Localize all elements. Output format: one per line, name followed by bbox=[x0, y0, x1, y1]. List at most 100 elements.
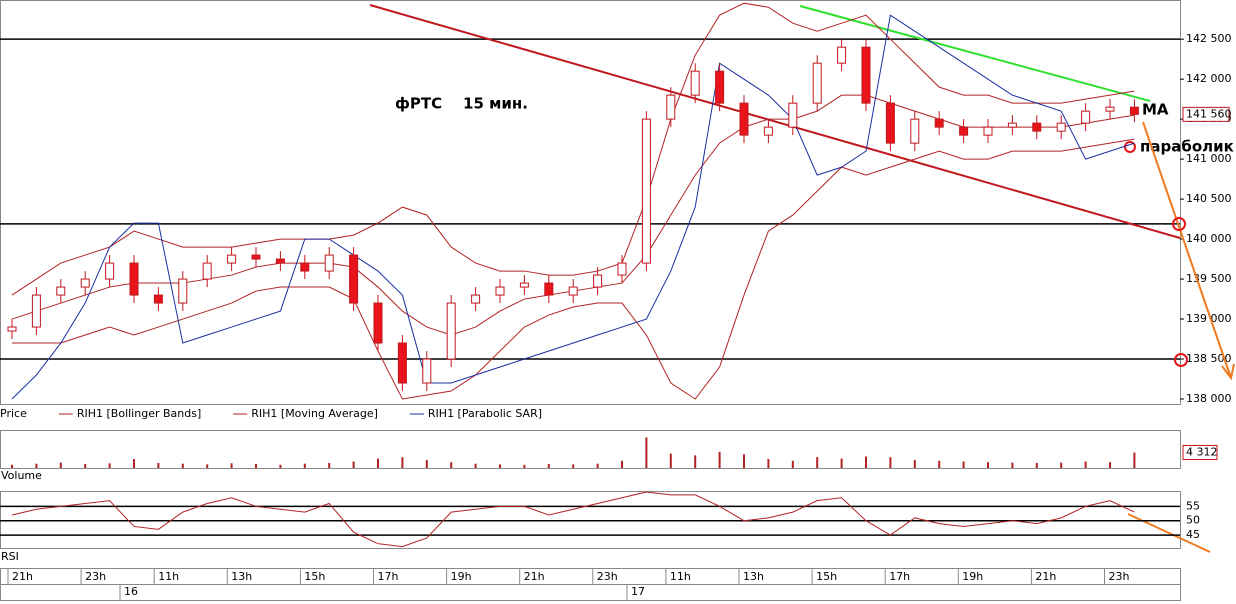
candle-body bbox=[861, 46, 871, 104]
arrow-head bbox=[1221, 363, 1235, 381]
candle-body bbox=[910, 118, 920, 144]
candle-body bbox=[1129, 106, 1139, 115]
time-label: 19h bbox=[962, 570, 983, 583]
candle-body bbox=[959, 126, 969, 136]
volume-panel bbox=[0, 430, 1181, 469]
y-tick-label: 139 000 bbox=[1186, 312, 1232, 325]
time-label: 21h bbox=[12, 570, 33, 583]
time-label: 21h bbox=[524, 570, 545, 583]
rsi-tick-label: 45 bbox=[1186, 528, 1200, 541]
candle-body bbox=[446, 302, 456, 360]
candle-body bbox=[300, 262, 310, 272]
candle-body bbox=[1105, 106, 1115, 112]
candle-body bbox=[178, 278, 188, 304]
candle-body bbox=[739, 102, 749, 136]
candle-body bbox=[227, 254, 237, 264]
candle-body bbox=[31, 294, 41, 328]
candle-body bbox=[349, 254, 359, 304]
bollinger-lower bbox=[12, 138, 1135, 400]
time-label: 17h bbox=[889, 570, 910, 583]
y-tick-label: 141 000 bbox=[1186, 152, 1232, 165]
candle-body bbox=[934, 118, 944, 128]
legend-label: RIH1 [Bollinger Bands] bbox=[77, 407, 201, 420]
legend-label: RIH1 [Parabolic SAR] bbox=[428, 407, 542, 420]
time-label: 11h bbox=[158, 570, 179, 583]
y-tick-label: 142 000 bbox=[1186, 72, 1232, 85]
candle-body bbox=[1032, 122, 1042, 132]
legend-label: RIH1 [Moving Average] bbox=[251, 407, 378, 420]
candle-body bbox=[519, 282, 529, 288]
candle-body bbox=[105, 262, 115, 280]
candle-body bbox=[593, 274, 603, 288]
candle-body bbox=[812, 62, 822, 104]
candle-body bbox=[251, 254, 261, 260]
candle-body bbox=[397, 342, 407, 384]
time-label: 15h bbox=[304, 570, 325, 583]
y-tick-label: 140 000 bbox=[1186, 232, 1232, 245]
arrow bbox=[1142, 121, 1232, 379]
candle-body bbox=[422, 358, 432, 384]
candle-body bbox=[788, 102, 798, 128]
price-tag bbox=[1182, 106, 1230, 122]
time-label: 19h bbox=[451, 570, 472, 583]
rsi-line bbox=[11, 491, 1135, 548]
y-tick-label: 139 500 bbox=[1186, 272, 1232, 285]
marker bbox=[1124, 141, 1136, 153]
y-tick-label: 142 500 bbox=[1186, 32, 1232, 45]
y-tick-label: 140 500 bbox=[1186, 192, 1232, 205]
candle-body bbox=[7, 326, 17, 332]
candle-body bbox=[56, 286, 66, 296]
candle-body bbox=[80, 278, 90, 288]
candle-body bbox=[544, 282, 554, 296]
candle-body bbox=[885, 102, 895, 144]
date-label: 16 bbox=[124, 585, 138, 598]
time-label: 13h bbox=[743, 570, 764, 583]
candle-body bbox=[202, 262, 212, 280]
rsi-tick-label: 55 bbox=[1186, 499, 1200, 512]
candle-body bbox=[153, 294, 163, 304]
annotation: МА bbox=[1142, 101, 1169, 119]
candle-body bbox=[471, 294, 481, 304]
volume-tag-label: 4 312 bbox=[1186, 445, 1218, 458]
candle-body bbox=[275, 258, 285, 264]
marker bbox=[1172, 217, 1186, 231]
marker bbox=[1174, 353, 1188, 367]
candle-body bbox=[568, 286, 578, 296]
candle-body bbox=[715, 70, 725, 104]
annotation: фРТС 15 мин. bbox=[395, 95, 528, 113]
candle-body bbox=[129, 262, 139, 296]
time-label: 21h bbox=[1035, 570, 1056, 583]
candle-body bbox=[666, 94, 676, 120]
candle-body bbox=[617, 262, 627, 276]
candle-body bbox=[1056, 122, 1066, 132]
parabolic-sar bbox=[11, 14, 1135, 400]
trend-line bbox=[799, 5, 1151, 102]
time-label: 13h bbox=[231, 570, 252, 583]
volume-tag bbox=[1182, 444, 1218, 460]
bollinger-upper bbox=[11, 2, 1135, 296]
candle-body bbox=[690, 70, 700, 96]
y-tick-label: 138 000 bbox=[1186, 392, 1232, 405]
annotation: параболик bbox=[1140, 138, 1234, 156]
axis-title: RSI bbox=[1, 550, 19, 563]
annotation-shapes bbox=[369, 4, 1235, 553]
time-label: 11h bbox=[670, 570, 691, 583]
candle-body bbox=[1007, 122, 1017, 128]
rsi-tick-label: 50 bbox=[1186, 514, 1200, 527]
candle-body bbox=[373, 302, 383, 344]
time-label: 17h bbox=[378, 570, 399, 583]
time-label: 23h bbox=[1109, 570, 1130, 583]
time-label: 15h bbox=[816, 570, 837, 583]
price-tag-label: 141 560 bbox=[1186, 107, 1232, 120]
candle-body bbox=[763, 126, 773, 136]
candle-body bbox=[983, 126, 993, 136]
date-label: 17 bbox=[631, 585, 645, 598]
date-axis bbox=[0, 584, 1181, 601]
time-label: 23h bbox=[85, 570, 106, 583]
legend-label: Price bbox=[0, 407, 27, 420]
candle-body bbox=[1081, 110, 1091, 124]
candle-body bbox=[641, 118, 651, 264]
candle-body bbox=[324, 254, 334, 272]
